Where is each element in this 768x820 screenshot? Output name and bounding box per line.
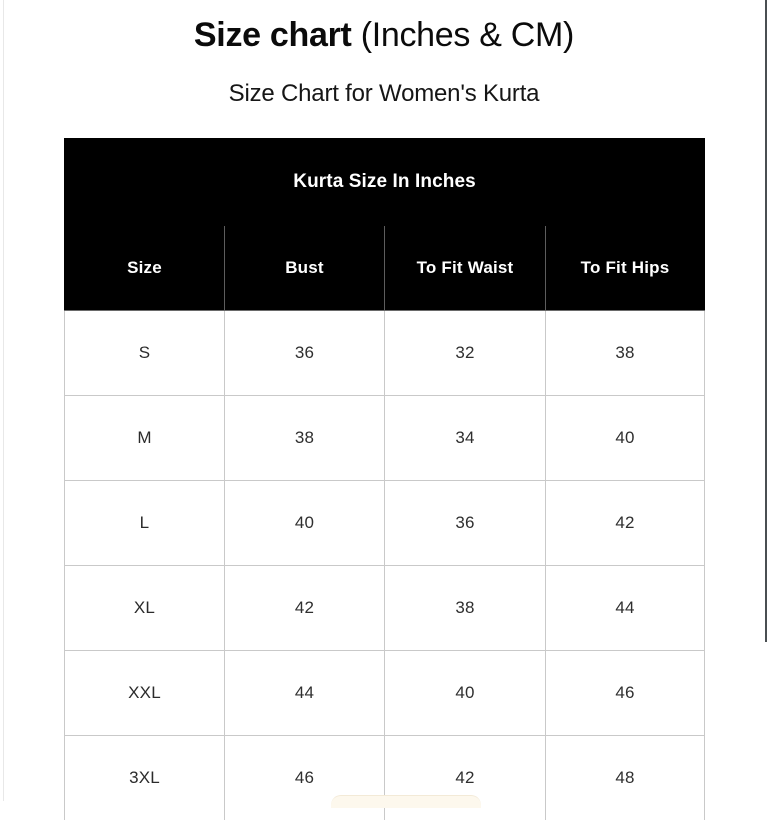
page-title-bold: Size chart [194, 16, 352, 54]
cell-hips: 48 [546, 736, 705, 820]
table-banner-cell: Kurta Size In Inches [65, 139, 705, 226]
cell-hips: 42 [546, 481, 705, 566]
page-title-rest: (Inches & CM) [352, 16, 575, 54]
cell-waist: 36 [385, 481, 546, 566]
cell-waist: 32 [385, 311, 546, 396]
column-header-to-fit-hips: To Fit Hips [546, 226, 705, 311]
page-edge-left [3, 0, 4, 801]
cell-bust: 42 [225, 566, 385, 651]
size-chart-table: Kurta Size In Inches Size Bust To Fit Wa… [64, 138, 705, 820]
size-chart-page: Size chart (Inches & CM) Size Chart for … [0, 0, 768, 801]
cell-bust: 38 [225, 396, 385, 481]
cell-hips: 46 [546, 651, 705, 736]
page-title: Size chart (Inches & CM) [0, 14, 768, 56]
cell-hips: 38 [546, 311, 705, 396]
column-header-to-fit-waist: To Fit Waist [385, 226, 546, 311]
cell-size: L [65, 481, 225, 566]
cell-bust: 36 [225, 311, 385, 396]
bottom-floating-overlay[interactable] [331, 795, 481, 808]
column-header-size: Size [65, 226, 225, 311]
cell-size: S [65, 311, 225, 396]
table-row: M 38 34 40 [65, 396, 705, 481]
cell-bust: 44 [225, 651, 385, 736]
cell-bust: 40 [225, 481, 385, 566]
table-row: XXL 44 40 46 [65, 651, 705, 736]
page-subtitle: Size Chart for Women's Kurta [0, 78, 768, 110]
cell-hips: 44 [546, 566, 705, 651]
cell-waist: 40 [385, 651, 546, 736]
table-header-row: Size Bust To Fit Waist To Fit Hips [65, 226, 705, 311]
table-row: S 36 32 38 [65, 311, 705, 396]
table-row: L 40 36 42 [65, 481, 705, 566]
cell-size: XL [65, 566, 225, 651]
cell-waist: 38 [385, 566, 546, 651]
table-banner-row: Kurta Size In Inches [65, 139, 705, 226]
table-row: XL 42 38 44 [65, 566, 705, 651]
cell-hips: 40 [546, 396, 705, 481]
cell-waist: 34 [385, 396, 546, 481]
cell-size: XXL [65, 651, 225, 736]
cell-size: 3XL [65, 736, 225, 820]
cell-size: M [65, 396, 225, 481]
column-header-bust: Bust [225, 226, 385, 311]
